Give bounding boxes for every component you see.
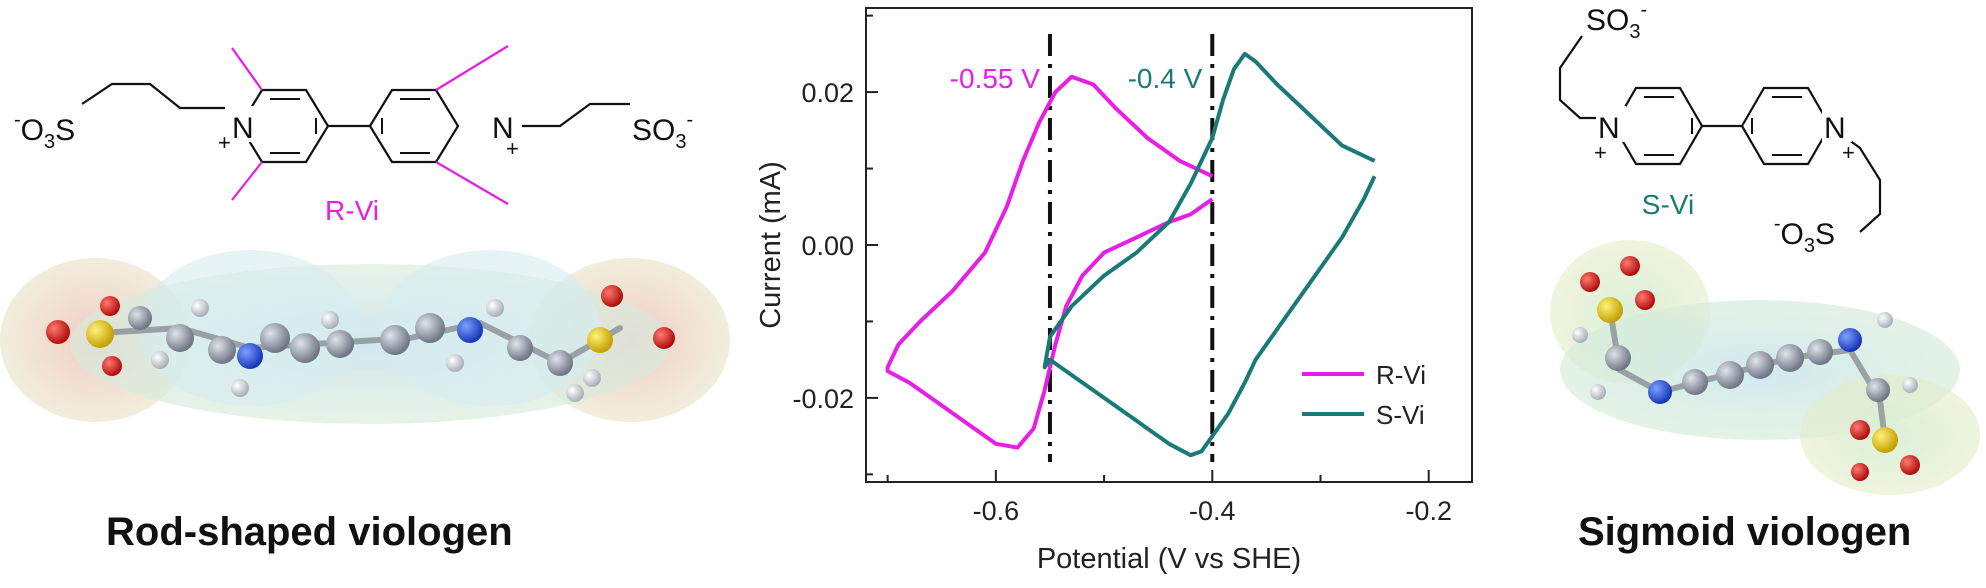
reference-lines: -0.55 V -0.4 V [950,34,1215,462]
molecule-label-s-vi: S-Vi [1642,189,1694,220]
plus-right: + [506,136,519,161]
legend-label: S-Vi [1376,400,1425,430]
caption-rod-shaped-viologen: Rod-shaped viologen [106,510,513,554]
legend-label: R-Vi [1376,360,1426,390]
x-axis-label: Potential (V vs SHE) [1037,543,1301,575]
sulfonate-bottom: -O3S [1774,213,1835,257]
plus-a: + [1594,140,1607,165]
pyridinium-ring-a [1612,86,1704,166]
sulfonate-left: -O3S [14,109,75,153]
y-tick-label: -0.02 [792,384,854,414]
reference-line-label: -0.55 V [950,63,1041,94]
sulfonate-top: SO3- [1586,0,1647,43]
series-line-r-vi [885,74,1214,450]
y-tick-label: 0.00 [801,231,854,261]
x-tick-label: -0.2 [1405,496,1452,526]
sulfonate-right: SO3- [632,109,693,153]
caption-sigmoid-viologen: Sigmoid viologen [1578,510,1912,554]
nitrogen-b: N [1824,112,1846,145]
series-group [885,51,1377,458]
rod-viologen-3d-model [0,250,730,424]
molecule-label-r-vi: R-Vi [325,195,379,226]
sigmoid-viologen-3d-model [1550,240,1980,495]
x-axis-ticks: -0.6 -0.4 -0.2 [886,470,1452,526]
propyl-chain-left [81,82,225,110]
x-tick-label: -0.6 [973,496,1020,526]
rod-viologen-structure: N + N + -O3S SO3- R-Vi [14,45,693,226]
nitrogen-right: N [492,112,514,145]
y-tick-label: 0.02 [801,78,854,108]
y-axis-ticks: -0.02 0.00 0.02 [792,14,878,476]
propyl-chain-top [1558,35,1614,120]
series-line-s-vi [1042,51,1377,458]
plus-left: + [218,130,231,155]
pyridinium-ring-b [1740,86,1832,166]
y-axis-label: Current (mA) [755,161,787,329]
pyridinium-ring-right [368,88,460,164]
sigmoid-viologen-structure: N + N + SO3- -O3S S-Vi [1558,0,1882,257]
propyl-chain-right [520,102,630,128]
reference-line-label: -0.4 V [1128,63,1203,94]
plus-b: + [1842,140,1855,165]
methyl-substituents [231,45,509,205]
x-tick-label: -0.4 [1189,496,1236,526]
nitrogen-left: N [232,112,254,145]
legend: R-Vi S-Vi [1302,360,1426,430]
nitrogen-a: N [1598,112,1620,145]
